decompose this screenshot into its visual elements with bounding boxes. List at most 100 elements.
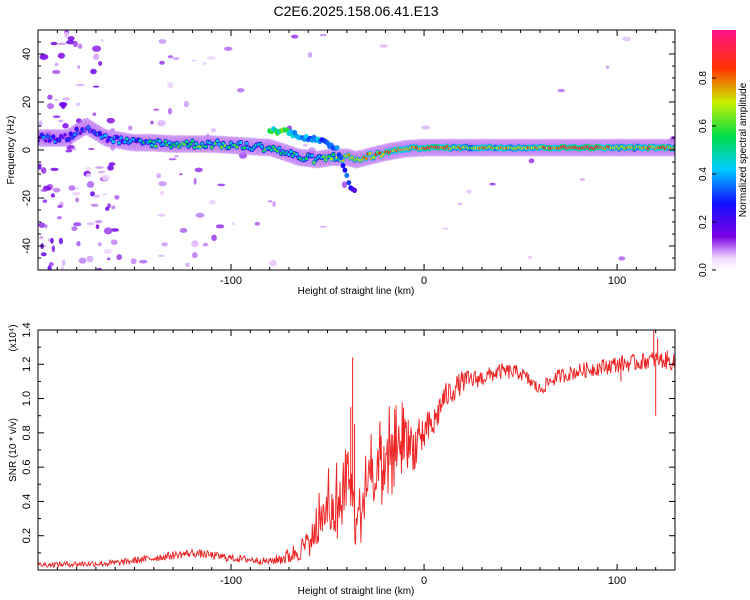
y-tick-label: 0 — [21, 147, 33, 153]
snr-axes: -100 0 100 0.2 0.4 0.6 0.8 1.0 1.2 1.4 — [21, 322, 676, 587]
heatmap-cell — [489, 182, 496, 186]
x-tick-label: 0 — [421, 275, 427, 287]
heatmap-cell — [192, 145, 196, 149]
heatmap-cell — [342, 167, 348, 173]
heatmap-cell — [68, 185, 76, 191]
heatmap-cell — [42, 135, 46, 139]
heatmap-cell — [97, 242, 102, 247]
heatmap-cell — [158, 39, 167, 44]
y-tick-label: 1.2 — [21, 357, 33, 372]
heatmap-cell — [73, 133, 77, 137]
heatmap-cell — [62, 123, 69, 129]
heatmap-cell — [86, 181, 95, 188]
heatmap-cell — [340, 163, 346, 169]
heatmap-cell — [125, 137, 129, 141]
colorbar-ticks: 0.0 0.2 0.4 0.6 0.8 — [698, 71, 716, 277]
heatmap-cell — [86, 255, 94, 263]
heatmap-cell — [239, 140, 243, 145]
y-tick-label: -20 — [21, 190, 33, 206]
heatmap-cell — [60, 266, 65, 270]
snr-xlabel: Height of straight line (km) — [298, 586, 415, 597]
heatmap-cell — [73, 222, 82, 227]
heatmap-cell — [191, 59, 196, 62]
heatmap-cell — [172, 57, 180, 60]
y-tick-label: 40 — [21, 48, 33, 60]
heatmap-cell — [159, 191, 165, 196]
heatmap-cell — [272, 201, 276, 208]
heatmap-cell — [139, 259, 148, 264]
heatmap-cell — [153, 108, 160, 111]
heatmap-cell — [92, 85, 100, 88]
spectrogram-ylabel: Frequency (Hz) — [6, 116, 17, 185]
heatmap-cell — [38, 222, 45, 228]
heatmap-cell — [167, 107, 173, 115]
heatmap-cell — [219, 145, 223, 149]
spectrogram-panel: -100 0 100 -40 -20 0 20 40 Height of straight l… — [6, 29, 676, 297]
heatmap-cell — [48, 262, 54, 267]
y-tick-label: -40 — [21, 238, 33, 254]
heatmap-cell — [41, 167, 47, 174]
heatmap-cell — [92, 45, 102, 52]
heatmap-cell — [85, 166, 92, 171]
heatmap-cell — [75, 127, 79, 131]
heatmap-cell — [192, 252, 198, 259]
heatmap-cell — [58, 237, 63, 245]
heatmap-cell — [119, 136, 123, 140]
heatmap-cell — [528, 255, 533, 260]
heatmap-cell — [62, 259, 66, 267]
heatmap-cell — [66, 40, 75, 45]
x-tick-label: -100 — [220, 275, 242, 287]
heatmap-cell — [606, 65, 610, 69]
heatmap-cell — [39, 236, 44, 239]
heatmap-cell — [194, 167, 203, 173]
colorbar-tick-label: 0.6 — [698, 119, 709, 133]
heatmap-cell — [268, 200, 273, 203]
heatmap-cell — [111, 140, 115, 144]
heatmap-cell — [130, 258, 137, 265]
colorbar-tick-label: 0.0 — [698, 263, 709, 277]
heatmap-cell — [202, 62, 207, 65]
y-tick-label: 1.4 — [21, 322, 33, 337]
heatmap-cell — [242, 146, 247, 150]
heatmap-cell — [106, 117, 115, 124]
x-tick-label: 0 — [421, 575, 427, 587]
heatmap-cell — [158, 139, 162, 143]
heatmap-cell — [46, 134, 50, 138]
colorbar-tick-label: 0.2 — [698, 215, 709, 229]
colorbar-tick-label: 0.8 — [698, 71, 709, 85]
heatmap-cell — [150, 143, 154, 148]
y-tick-label: 0.8 — [21, 425, 33, 440]
y-tick-label: 0.2 — [21, 528, 33, 543]
snr-y-multiplier: (x10⁴) — [8, 324, 19, 351]
heatmap-cell — [44, 139, 48, 143]
heatmap-cell — [40, 189, 48, 192]
heatmap-cell — [94, 220, 103, 224]
heatmap-cell — [46, 103, 55, 110]
colorbar-tick-label: 0.4 — [698, 167, 709, 181]
heatmap-cell — [52, 69, 61, 75]
y-tick-label: 0.6 — [21, 459, 33, 474]
figure-title: C2E6.2025.158.06.41.E13 — [273, 3, 438, 19]
heatmap-cell — [209, 199, 216, 205]
spectrogram-xlabel: Height of straight line (km) — [298, 286, 415, 297]
heatmap-cell — [90, 191, 95, 197]
heatmap-cell — [98, 131, 102, 135]
heatmap-cell — [329, 157, 333, 161]
heatmap-cell — [148, 139, 152, 143]
heatmap-cell — [156, 173, 162, 179]
heatmap-cell — [54, 62, 59, 67]
x-tick-label: 100 — [608, 275, 626, 287]
heatmap-cell — [57, 42, 67, 46]
heatmap-cell — [154, 144, 158, 148]
heatmap-cell — [195, 212, 205, 218]
heatmap-cell — [202, 242, 209, 247]
heatmap-cell — [289, 150, 293, 154]
heatmap-cell — [42, 244, 48, 248]
heatmap-cell — [44, 224, 48, 229]
heatmap-cell — [331, 152, 335, 157]
heatmap-cell — [341, 181, 348, 189]
heatmap-cell — [235, 145, 239, 149]
heatmap-cell — [108, 162, 116, 166]
heatmap-cell — [231, 222, 236, 226]
heatmap-cell — [78, 257, 87, 264]
